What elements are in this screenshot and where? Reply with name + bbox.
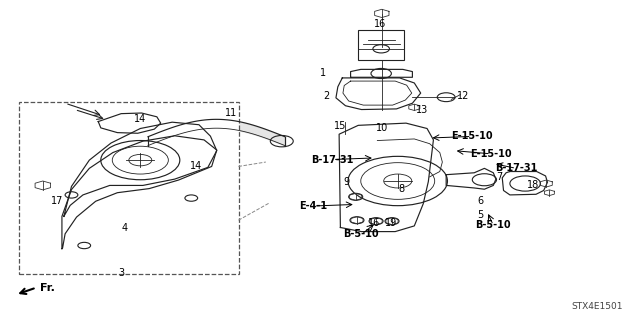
Text: 10: 10 (376, 123, 388, 133)
Text: 12: 12 (457, 91, 470, 101)
Text: 6: 6 (477, 196, 484, 206)
Text: E-4-1: E-4-1 (300, 201, 328, 211)
Ellipse shape (186, 152, 206, 165)
Text: E-15-10: E-15-10 (470, 149, 511, 159)
Bar (19, 102, 239, 274)
Text: 14: 14 (134, 114, 147, 124)
Text: 16: 16 (368, 218, 380, 228)
Text: Fr.: Fr. (40, 283, 54, 293)
Text: 17: 17 (51, 196, 63, 206)
Bar (358, 30, 404, 60)
Text: 5: 5 (477, 210, 484, 220)
Text: 14: 14 (189, 161, 202, 171)
Text: 4: 4 (122, 223, 127, 234)
Text: B-5-10: B-5-10 (476, 220, 511, 230)
Text: E-15-10: E-15-10 (451, 131, 492, 141)
Text: 2: 2 (323, 91, 330, 101)
Text: 8: 8 (399, 184, 404, 194)
Text: 3: 3 (118, 268, 124, 278)
Text: 11: 11 (225, 108, 237, 118)
Text: B-17-31: B-17-31 (312, 154, 354, 165)
Text: 19: 19 (385, 218, 397, 228)
Text: 13: 13 (416, 105, 428, 115)
Text: B-5-10: B-5-10 (344, 229, 380, 240)
Text: 18: 18 (527, 180, 540, 190)
Text: 15: 15 (334, 121, 347, 131)
Text: B-17-31: B-17-31 (495, 163, 538, 173)
Text: 7: 7 (497, 172, 503, 182)
Text: STX4E1501: STX4E1501 (571, 302, 623, 311)
Text: 9: 9 (344, 177, 350, 187)
Text: 1: 1 (320, 68, 326, 78)
Text: 16: 16 (374, 19, 387, 28)
